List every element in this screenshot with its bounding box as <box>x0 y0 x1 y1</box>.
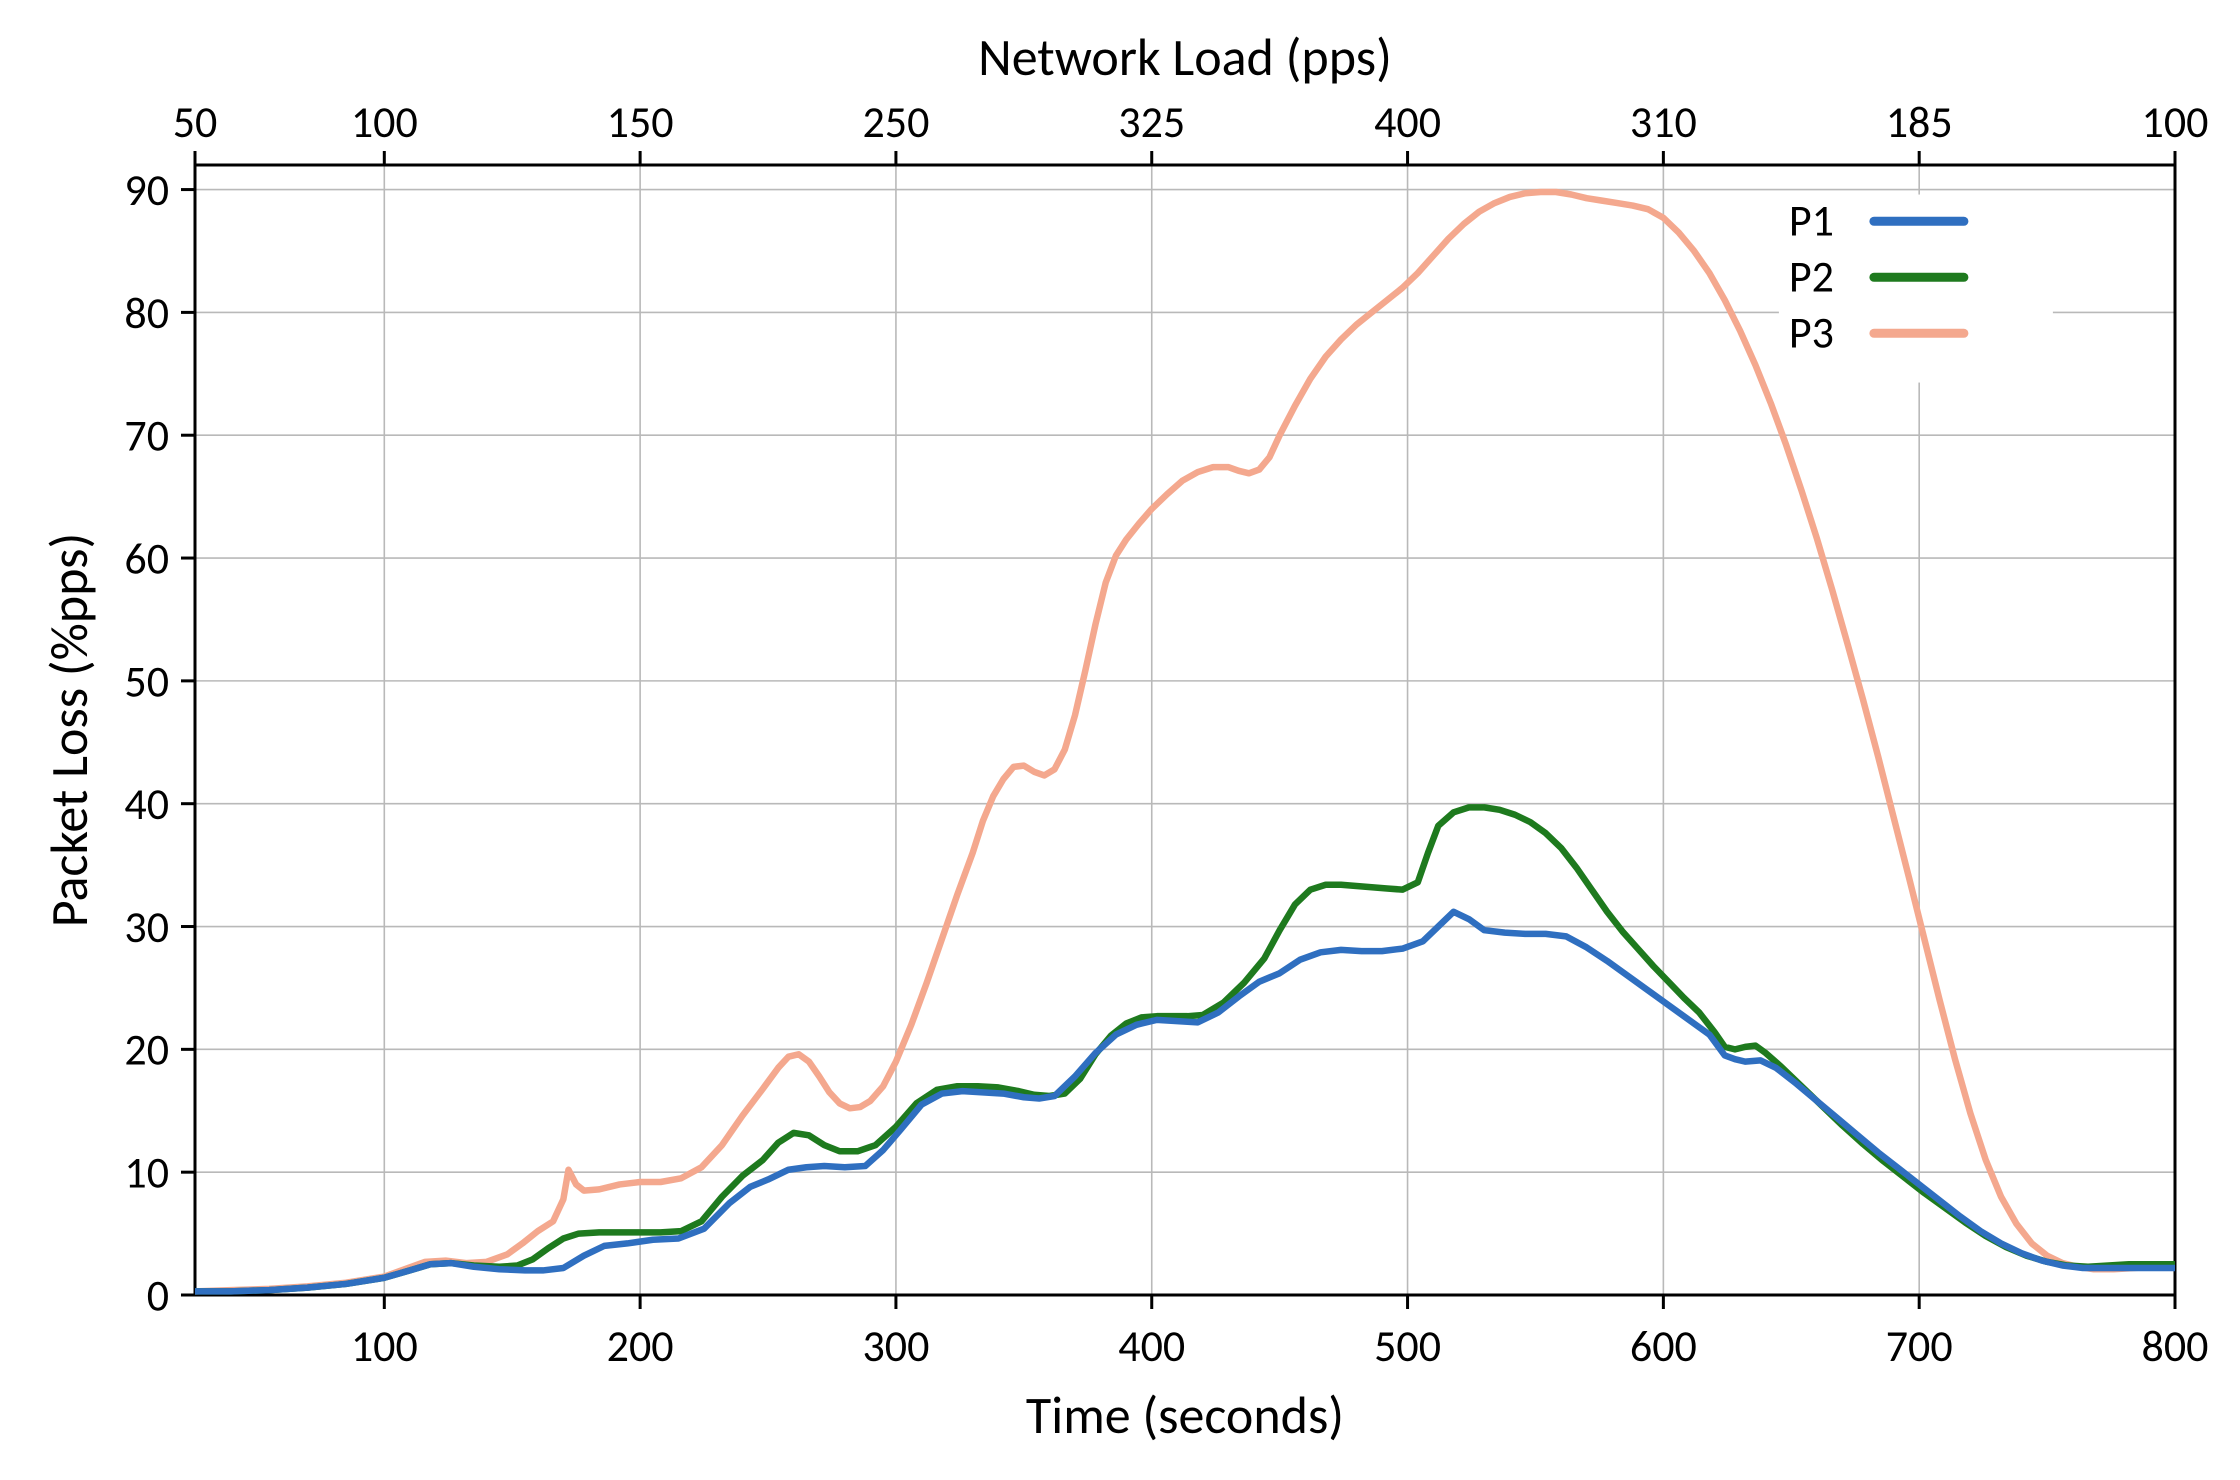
x-bottom-tick-label: 800 <box>2142 1319 2209 1373</box>
legend-label-p3: P3 <box>1789 305 1834 359</box>
y-tick-label: 60 <box>124 531 169 585</box>
x-top-tick-label: 400 <box>1374 95 1441 149</box>
x-bottom-tick-label: 400 <box>1118 1319 1185 1373</box>
x-top-tick-label: 325 <box>1118 95 1185 149</box>
x-bottom-tick-label: 100 <box>351 1319 418 1373</box>
y-tick-label: 0 <box>147 1268 169 1322</box>
x-bottom-tick-label: 200 <box>607 1319 674 1373</box>
x-top-tick-label: 150 <box>607 95 674 149</box>
y-tick-label: 80 <box>124 286 169 340</box>
y-axis-label: Packet Loss (%pps) <box>37 533 101 928</box>
y-tick-label: 10 <box>124 1146 169 1200</box>
x-bottom-tick-label: 700 <box>1886 1319 1953 1373</box>
legend: P1P2P3 <box>1779 193 2053 382</box>
x-top-tick-label: 100 <box>351 95 418 149</box>
packet-loss-chart: 1002003004005006007008005010015025032540… <box>0 0 2240 1480</box>
y-tick-label: 30 <box>124 900 169 954</box>
x-top-tick-label: 100 <box>2142 95 2209 149</box>
y-tick-label: 70 <box>124 409 169 463</box>
y-tick-label: 20 <box>124 1023 169 1077</box>
x-bottom-tick-label: 500 <box>1374 1319 1441 1373</box>
y-tick-label: 90 <box>124 163 169 217</box>
x-top-tick-label: 310 <box>1630 95 1697 149</box>
x-top-tick-label: 185 <box>1886 95 1953 149</box>
legend-label-p1: P1 <box>1789 193 1834 247</box>
x-bottom-tick-label: 300 <box>862 1319 929 1373</box>
x-top-tick-label: 250 <box>862 95 929 149</box>
legend-label-p2: P2 <box>1789 249 1834 303</box>
x-top-tick-label: 50 <box>173 95 218 149</box>
x-top-axis-label: Network Load (pps) <box>978 25 1392 89</box>
y-tick-label: 40 <box>124 777 169 831</box>
x-bottom-axis-label: Time (seconds) <box>1026 1383 1344 1447</box>
x-bottom-tick-label: 600 <box>1630 1319 1697 1373</box>
y-tick-label: 50 <box>124 654 169 708</box>
